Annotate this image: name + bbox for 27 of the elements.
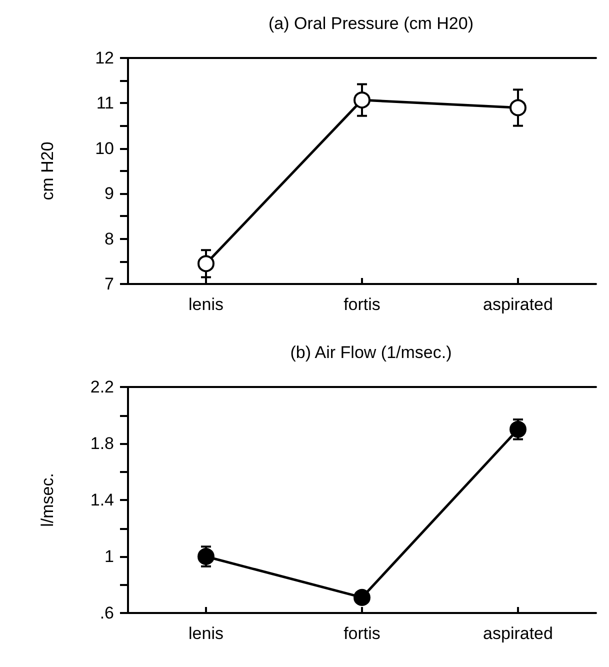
x-tick-label: fortis (344, 295, 380, 314)
point (198, 255, 214, 272)
chart-title: (a) Oral Pressure (cm H20) (268, 14, 474, 33)
x-tick-label: lenis (188, 295, 224, 314)
point (510, 99, 526, 116)
point (510, 420, 526, 438)
y-axis-title: l/msec. (38, 473, 57, 527)
y-tick-label: .6 (100, 604, 114, 622)
point (354, 588, 370, 606)
y-tick-label: 1.8 (90, 434, 114, 453)
y-tick-label: 2.2 (90, 378, 114, 396)
x-tick-label: fortis (344, 624, 380, 643)
x-tick-label: lenis (188, 624, 224, 643)
y-tick-label: 11 (96, 94, 114, 113)
y-tick-label: 10 (95, 138, 114, 158)
y-tick-label: 8 (104, 229, 114, 248)
point (198, 548, 214, 565)
chart-title: (b) Air Flow (1/msec.) (290, 343, 452, 362)
y-tick-label: 12 (95, 48, 114, 68)
y-axis-title: cm H20 (38, 142, 57, 200)
y-tick-label: 1 (104, 547, 114, 566)
x-tick-label: aspirated (483, 295, 553, 314)
x-tick-label: aspirated (483, 624, 553, 643)
y-tick-label: 9 (104, 184, 114, 204)
point (354, 92, 370, 109)
y-tick-label: 1.4 (90, 490, 114, 510)
y-tick-label: 7 (104, 274, 114, 294)
